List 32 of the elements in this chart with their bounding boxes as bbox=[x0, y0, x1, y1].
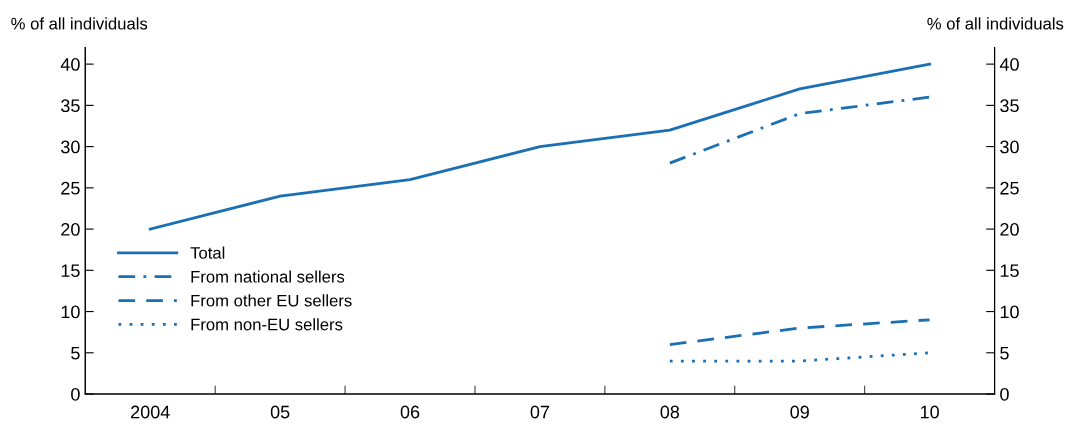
y-tick-label: 30 bbox=[61, 140, 80, 154]
y-tick-label: 5 bbox=[71, 346, 80, 360]
x-tick-label: 2004 bbox=[131, 405, 170, 419]
y-tick-label: 40 bbox=[60, 58, 80, 71]
y2-tick-label: 0 bbox=[1000, 387, 1009, 401]
x-tick-label: 07 bbox=[530, 405, 550, 419]
y-tick-label: 0 bbox=[71, 387, 80, 401]
legend-label: From other EU sellers bbox=[191, 294, 352, 307]
x-tick-label: 09 bbox=[790, 405, 809, 419]
line-series bbox=[148, 62, 932, 231]
legend-label: Total bbox=[190, 246, 225, 259]
y-tick-label: 25 bbox=[61, 181, 80, 195]
y2-tick-label: 10 bbox=[1000, 305, 1019, 319]
x-tick-label: 05 bbox=[270, 405, 290, 419]
x-tick-label: 08 bbox=[660, 405, 680, 419]
y2-tick-label: 35 bbox=[1000, 99, 1019, 113]
y2-tick-label: 30 bbox=[1000, 140, 1019, 154]
y-tick-label: 15 bbox=[61, 264, 80, 278]
x-tick-label: 06 bbox=[400, 405, 420, 419]
y-tick-label: 35 bbox=[61, 99, 80, 113]
y2-tick-label: 25 bbox=[1000, 181, 1019, 195]
x-tick-label: 10 bbox=[920, 405, 939, 419]
legend-label: From non-EU sellers bbox=[191, 318, 343, 331]
y-tick-label: 10 bbox=[61, 305, 80, 319]
y2-axis-title: % of all individuals bbox=[927, 17, 1064, 30]
y2-tick-label: 40 bbox=[999, 58, 1019, 71]
y-axis-title: % of all individuals bbox=[11, 17, 148, 30]
y2-tick-label: 20 bbox=[1000, 223, 1019, 236]
legend-label: From national sellers bbox=[191, 270, 345, 283]
y2-tick-label: 15 bbox=[1000, 264, 1019, 278]
y-tick-label: 20 bbox=[61, 223, 80, 236]
y2-tick-label: 5 bbox=[1000, 346, 1009, 360]
